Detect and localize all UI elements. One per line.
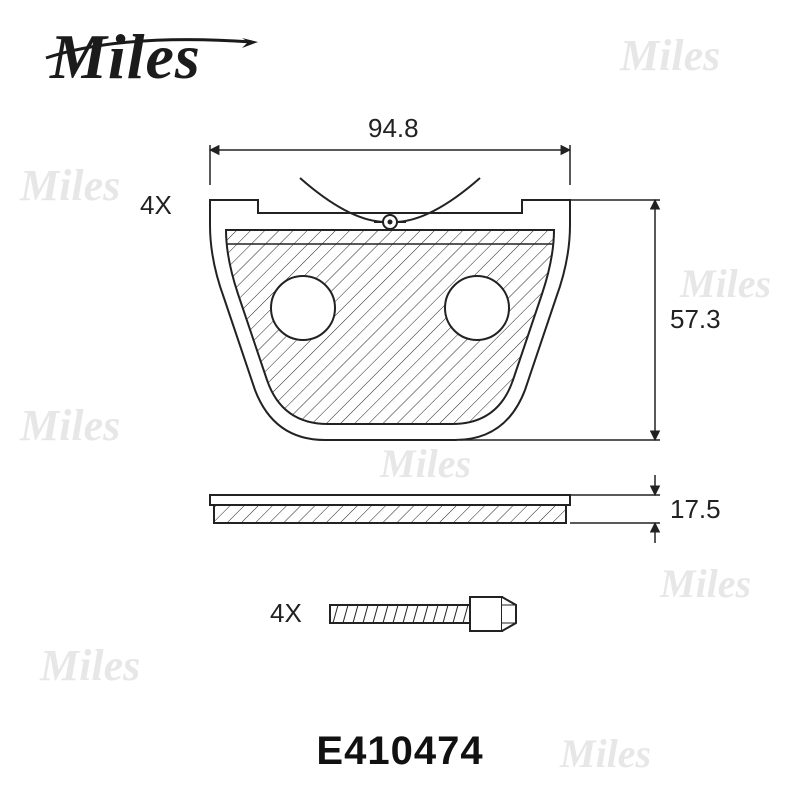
brake-pad-side xyxy=(210,495,570,523)
quantity-bolt-label: 4X xyxy=(270,598,302,629)
dimension-width xyxy=(210,145,570,185)
dimension-width-label: 94.8 xyxy=(368,113,419,144)
quantity-pad-label: 4X xyxy=(140,190,172,221)
dimension-height-label: 57.3 xyxy=(670,304,721,335)
brake-pad-front xyxy=(210,178,570,440)
dimension-thickness xyxy=(570,475,660,543)
bolt-icon xyxy=(330,597,516,631)
part-number: E410474 xyxy=(0,729,800,774)
dimension-thickness-label: 17.5 xyxy=(670,494,721,525)
